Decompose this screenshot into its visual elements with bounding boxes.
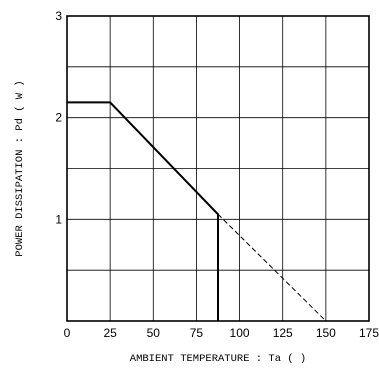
x-tick-label: 25 [103,326,117,340]
series-layer [67,101,327,322]
derating-curve-line [67,101,219,321]
x-tick-label: 100 [230,326,250,340]
x-tick-label: 0 [64,326,71,340]
y-tick-label: 1 [55,212,62,226]
x-tick-label: 175 [359,326,379,340]
x-tick-label: 75 [190,326,204,340]
grid [67,16,369,321]
y-tick-label: 3 [55,9,62,23]
y-tick-label: 2 [55,111,62,125]
derating-extension-line [217,213,327,322]
x-tick-label: 150 [316,326,336,340]
x-tick-label: 125 [273,326,293,340]
tick-labels: 0 25 50 75 100 125 150 175 1 2 3 [55,9,379,340]
x-axis-title: AMBIENT TEMPERATURE : Ta ( ) [130,353,306,365]
y-axis-title: POWER DISSIPATION : Pd ( W ) [14,80,26,256]
x-tick-label: 50 [147,326,161,340]
